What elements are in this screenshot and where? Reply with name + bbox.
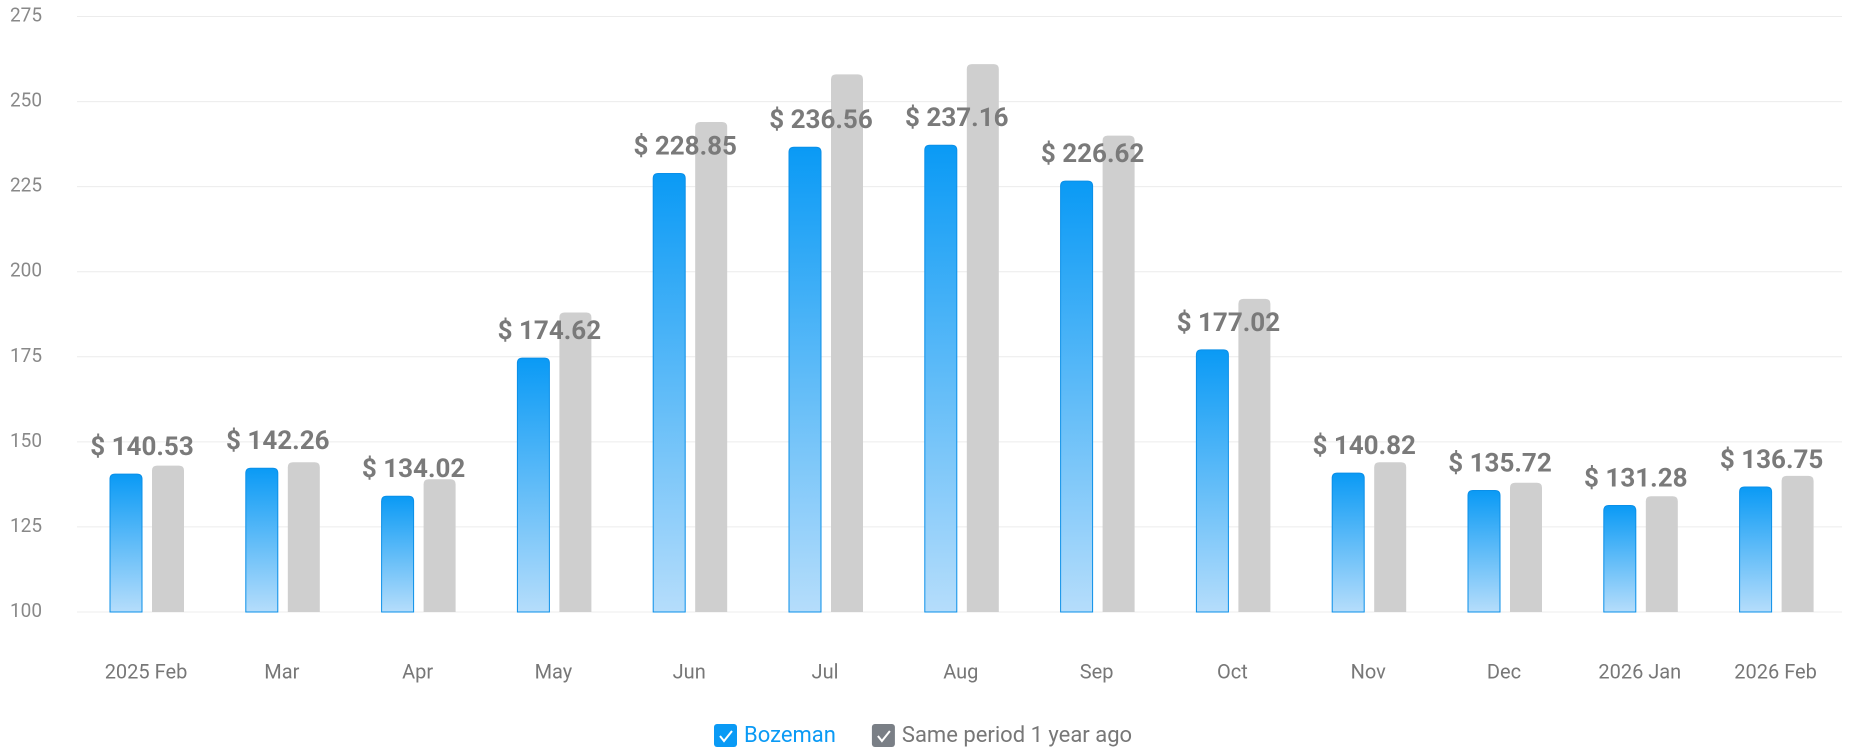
y-tick-label: 275 bbox=[10, 4, 42, 27]
bar bbox=[381, 495, 415, 613]
comparison-bar bbox=[287, 462, 320, 612]
x-tick-label: Mar bbox=[264, 659, 299, 683]
data-label: $ 135.72 bbox=[1448, 448, 1552, 478]
legend-item[interactable]: Same period 1 year ago bbox=[871, 723, 1132, 748]
data-label: $ 140.82 bbox=[1312, 431, 1416, 461]
y-tick-label: 100 bbox=[10, 599, 42, 622]
bar bbox=[516, 357, 550, 613]
y-tick-label: 150 bbox=[10, 429, 42, 452]
comparison-bar bbox=[423, 479, 456, 612]
data-label: $ 134.02 bbox=[362, 454, 466, 484]
bar bbox=[652, 173, 686, 613]
data-label: $ 228.85 bbox=[633, 131, 737, 161]
comparison-bar bbox=[1781, 475, 1814, 612]
comparison-bar bbox=[1374, 462, 1407, 612]
data-label: $ 140.53 bbox=[90, 432, 194, 462]
bar bbox=[924, 144, 958, 613]
legend-checkbox[interactable] bbox=[714, 724, 737, 747]
data-label: $ 237.16 bbox=[905, 103, 1009, 133]
bar bbox=[1331, 472, 1365, 613]
x-tick-label: Sep bbox=[1080, 659, 1114, 683]
comparison-bar bbox=[695, 121, 728, 612]
bar bbox=[788, 146, 822, 613]
x-tick-label: 2025 Feb bbox=[105, 659, 188, 683]
y-tick-label: 250 bbox=[10, 89, 42, 112]
x-tick-label: Aug bbox=[943, 659, 978, 683]
x-tick-label: Jun bbox=[673, 659, 706, 683]
check-icon bbox=[719, 730, 733, 743]
comparison-bar bbox=[1645, 496, 1678, 612]
data-label: $ 177.02 bbox=[1177, 308, 1281, 338]
x-tick-label: Dec bbox=[1487, 659, 1521, 683]
x-tick-label: Jul bbox=[812, 659, 839, 683]
legend-checkbox[interactable] bbox=[871, 724, 895, 747]
bar bbox=[1603, 505, 1637, 613]
data-label: $ 131.28 bbox=[1584, 463, 1688, 493]
bar bbox=[1467, 489, 1501, 613]
legend-label: Same period 1 year ago bbox=[902, 723, 1132, 748]
y-tick-label: 200 bbox=[10, 259, 42, 282]
data-label: $ 174.62 bbox=[498, 316, 602, 346]
data-label: $ 142.26 bbox=[226, 426, 330, 456]
comparison-bar bbox=[831, 74, 863, 612]
comparison-bar bbox=[1238, 298, 1271, 612]
x-tick-label: Oct bbox=[1217, 659, 1248, 683]
x-tick-label: Apr bbox=[402, 659, 433, 683]
y-tick-label: 125 bbox=[10, 514, 42, 537]
comparison-bar bbox=[966, 64, 999, 612]
legend-label: Bozeman bbox=[744, 723, 836, 748]
bar bbox=[1195, 349, 1229, 613]
x-tick-label: Nov bbox=[1351, 659, 1387, 683]
bar bbox=[109, 473, 143, 613]
x-tick-label: 2026 Jan bbox=[1598, 659, 1681, 683]
x-tick-label: May bbox=[535, 659, 573, 683]
comparison-bar bbox=[152, 465, 184, 612]
x-tick-label: 2026 Feb bbox=[1734, 659, 1817, 683]
bar bbox=[245, 467, 279, 613]
comparison-bar bbox=[1102, 135, 1135, 612]
bar bbox=[1739, 486, 1773, 613]
bar bbox=[1060, 180, 1094, 613]
y-tick-label: 225 bbox=[10, 174, 42, 197]
data-label: $ 136.75 bbox=[1720, 445, 1824, 475]
legend-item[interactable]: Bozeman bbox=[714, 723, 836, 748]
y-tick-label: 175 bbox=[10, 344, 42, 367]
comparison-bar bbox=[1510, 482, 1542, 612]
check-icon bbox=[877, 730, 891, 743]
data-label: $ 236.56 bbox=[769, 105, 873, 135]
data-label: $ 226.62 bbox=[1041, 139, 1145, 169]
comparison-bar bbox=[559, 312, 592, 612]
